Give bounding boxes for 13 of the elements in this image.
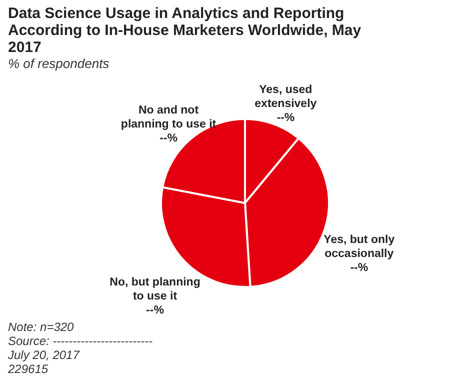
text: Note: n=320 xyxy=(8,320,74,334)
slice-label: Yes, used extensively xyxy=(254,84,318,110)
chart-title: Data Science Usage in Analytics and Reporting According to In-House Marketers Worldwide, May 2017 xyxy=(8,5,362,56)
source-note: Source: ------------------------- xyxy=(8,334,153,348)
data-label: --% xyxy=(276,112,295,124)
data-label: --% xyxy=(350,262,368,274)
data-label: --% xyxy=(160,132,178,145)
text: July 20, 2017 xyxy=(7,348,81,362)
slice-label: No, but planning to use it xyxy=(110,276,200,302)
data-label: --% xyxy=(146,304,164,316)
text: 229615 xyxy=(7,362,48,376)
chart-subtitle: % of respondents xyxy=(8,56,110,71)
slice-label: Yes, but only occasionally xyxy=(324,234,396,260)
